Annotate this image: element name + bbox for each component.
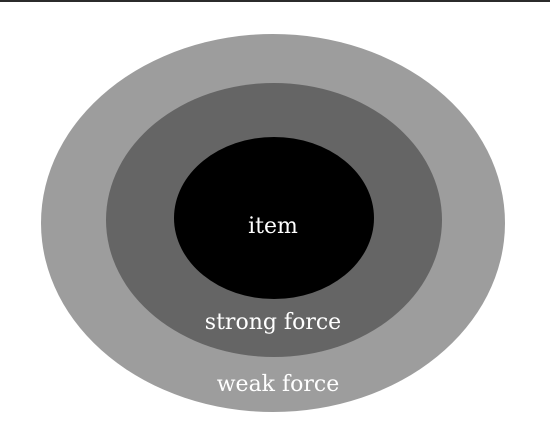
outer-ring-label: weak force [217,372,340,397]
middle-ring-label: strong force [205,310,341,335]
inner-core-item [174,137,374,299]
inner-core-label: item [248,214,298,239]
